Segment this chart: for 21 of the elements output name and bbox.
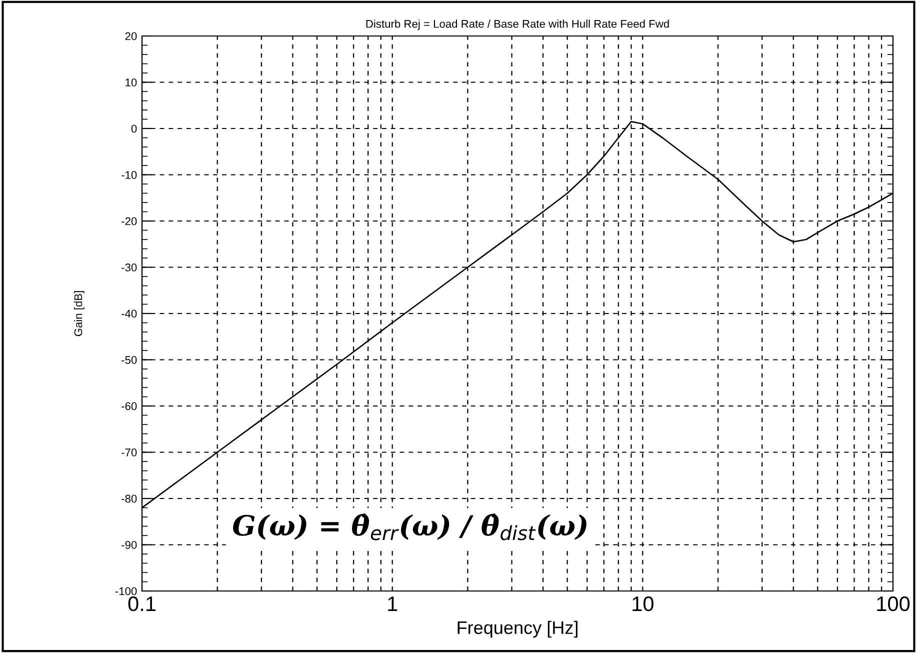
y-tick-label: -10 bbox=[122, 171, 137, 179]
x-tick-label: 0.1 bbox=[128, 596, 156, 612]
annotation: G(ω) = θ̇$_{err}$(ω) / θ̇$_{dist}$(ω) bbox=[233, 514, 586, 540]
y-tick-label: -80 bbox=[122, 494, 137, 503]
y-tick-label: -30 bbox=[122, 264, 137, 272]
y-tick-label: -60 bbox=[122, 402, 137, 410]
y-tick-label: -100 bbox=[115, 587, 137, 596]
y-tick-label: 10 bbox=[126, 78, 137, 86]
chart-title: Disturb Rej = Load Rate / Base Rate with Hull Rate Feed Fwd bbox=[366, 20, 669, 30]
x-axis-title: Frequency [Hz] bbox=[458, 620, 578, 638]
y-tick-label: -40 bbox=[122, 310, 137, 318]
x-tick-label: 10 bbox=[632, 596, 654, 612]
y-tick-label: 20 bbox=[125, 32, 137, 40]
x-tick-label: 100 bbox=[877, 596, 910, 612]
y-axis-title: Gain [dB] bbox=[74, 291, 84, 336]
y-tick-label: -20 bbox=[122, 217, 137, 226]
y-tick-label: -90 bbox=[122, 541, 137, 549]
x-tick-label: 1 bbox=[388, 596, 398, 611]
y-tick-label: -70 bbox=[122, 448, 137, 456]
y-tick-label: -50 bbox=[122, 356, 137, 364]
y-tick-label: 0 bbox=[131, 124, 137, 133]
